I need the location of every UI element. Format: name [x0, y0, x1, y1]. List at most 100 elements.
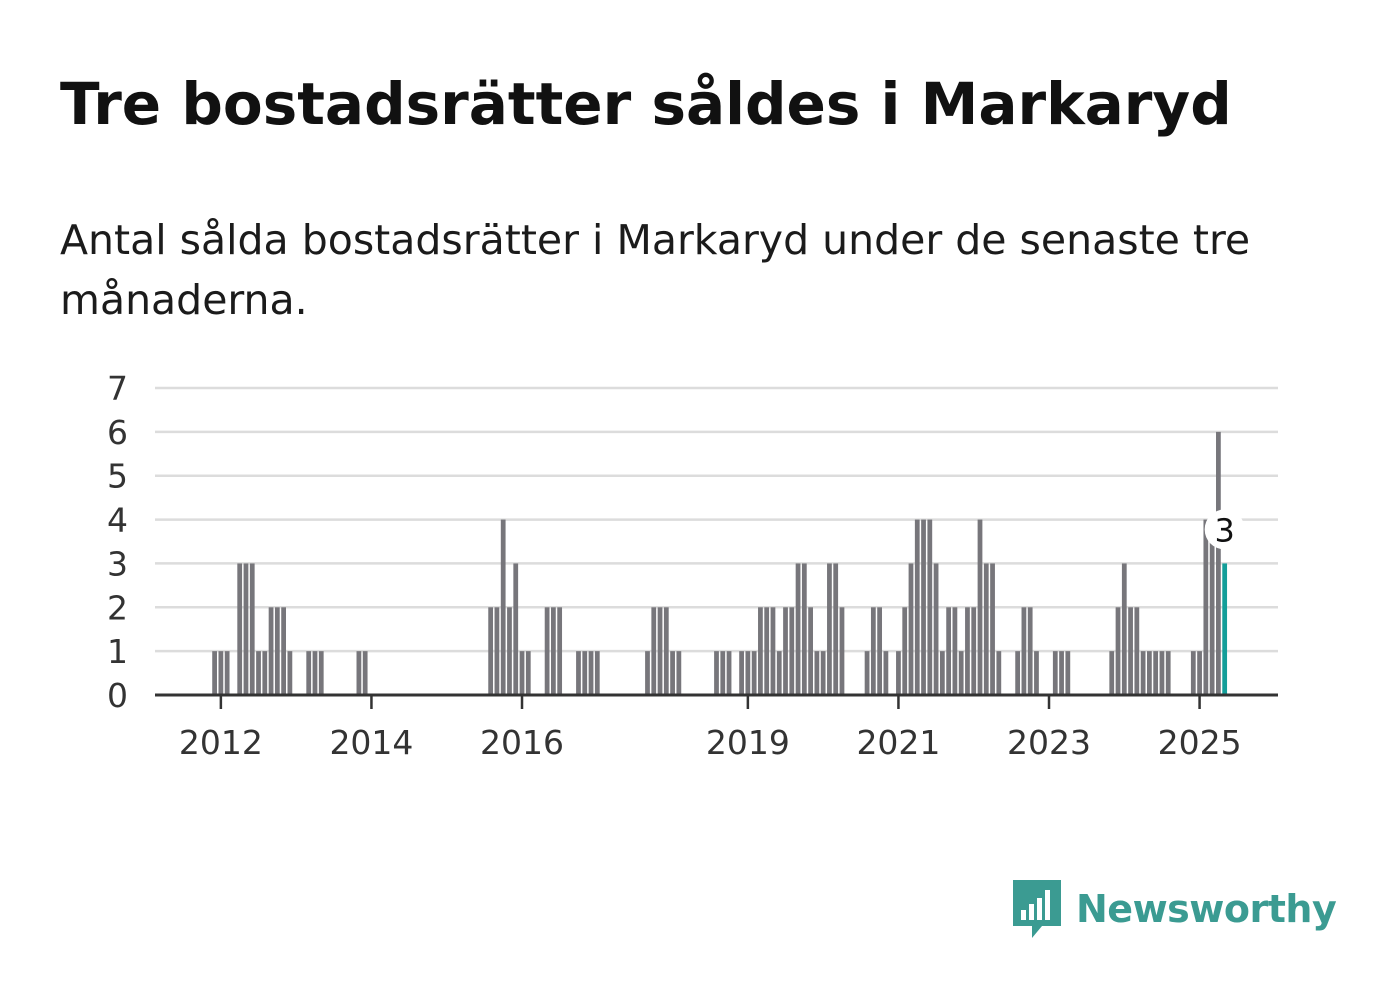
bar: [971, 607, 977, 695]
y-tick-label: 0: [107, 676, 128, 715]
bar: [1165, 651, 1171, 695]
bar: [789, 607, 795, 695]
bar: [268, 607, 274, 695]
newsworthy-brand: Newsworthy: [1010, 876, 1337, 942]
bar: [896, 651, 901, 695]
bar: [983, 563, 989, 695]
bar: [958, 651, 964, 695]
bar: [870, 607, 876, 695]
bar: [751, 651, 757, 695]
bar: [783, 607, 788, 695]
bar: [256, 651, 261, 695]
bar: [864, 651, 870, 695]
bar: [1128, 607, 1133, 695]
bar: [262, 651, 268, 695]
bar: [1203, 519, 1209, 695]
y-tick-label: 3: [107, 544, 128, 583]
bar: [507, 607, 512, 695]
bar: [651, 607, 657, 695]
bar: [827, 563, 832, 695]
chart-title: Tre bostadsrätter såldes i Markaryd: [60, 70, 1232, 138]
bar: [1197, 651, 1202, 695]
x-axis: [155, 693, 1278, 709]
x-tick-label: 2012: [179, 723, 263, 762]
bar-highlighted: [1222, 563, 1228, 695]
bar: [720, 651, 726, 695]
bar: [1216, 431, 1221, 695]
bar: [645, 651, 650, 695]
newsworthy-logo-icon: [1013, 880, 1061, 938]
bar: [306, 651, 312, 695]
bar: [820, 651, 826, 695]
bar: [588, 651, 594, 695]
highlight-value-label: 3: [1214, 511, 1234, 549]
bar: [714, 651, 719, 695]
bar: [1059, 651, 1064, 695]
bar: [1115, 607, 1121, 695]
bar: [1015, 651, 1021, 695]
bar: [914, 519, 920, 695]
bar: [212, 651, 217, 695]
y-tick-label: 5: [107, 457, 128, 496]
bar: [965, 607, 970, 695]
bar: [676, 651, 682, 695]
bar: [902, 607, 908, 695]
bar: [657, 607, 663, 695]
bar: [996, 651, 1002, 695]
bar: [488, 607, 494, 695]
bar: [1034, 651, 1039, 695]
bar: [582, 651, 588, 695]
gridlines: [155, 386, 1278, 653]
bar: [519, 651, 525, 695]
bar: [883, 651, 889, 695]
bar: [218, 651, 224, 695]
bars: [212, 431, 1228, 695]
bar: [921, 519, 926, 695]
bar: [1209, 519, 1215, 695]
y-tick-label: 6: [107, 413, 128, 452]
bar: [808, 607, 813, 695]
bar: [356, 651, 362, 695]
bar: [745, 651, 751, 695]
bar: [287, 651, 293, 695]
bar: [1109, 651, 1115, 695]
bar: [312, 651, 318, 695]
bar: [663, 607, 669, 695]
bar: [557, 607, 563, 695]
bar: [281, 607, 286, 695]
bar: [494, 607, 500, 695]
bar: [237, 563, 243, 695]
bar: [525, 651, 531, 695]
bar: [977, 519, 983, 695]
y-tick-label: 4: [107, 501, 128, 540]
y-tick-label: 2: [107, 588, 128, 627]
bar: [795, 563, 801, 695]
bar: [877, 607, 883, 695]
bar: [1153, 651, 1159, 695]
bar: [274, 607, 280, 695]
bar: [833, 563, 839, 695]
bar: [224, 651, 230, 695]
bar: [933, 563, 939, 695]
bar: [758, 607, 763, 695]
x-tick-label: 2023: [1007, 723, 1091, 762]
y-tick-label: 1: [107, 632, 128, 671]
y-tick-label: 7: [107, 369, 128, 408]
chart-subtitle: Antal sålda bostadsrätter i Markaryd und…: [60, 216, 1251, 324]
bar: [362, 651, 368, 695]
x-tick-label: 2014: [329, 723, 413, 762]
bar: [1140, 651, 1146, 695]
bar: [801, 563, 807, 695]
brand-name: Newsworthy: [1076, 887, 1337, 931]
bar: [550, 607, 556, 695]
bar: [814, 651, 820, 695]
bar: [243, 563, 249, 695]
bar-chart: 0 1 2 3 4 5 6 7 2012 2014 2016 2019 2021 2023 2025 3: [107, 369, 1278, 762]
bar: [776, 651, 782, 695]
x-tick-label: 2025: [1158, 723, 1242, 762]
bar: [952, 607, 958, 695]
bar: [726, 651, 732, 695]
bar: [908, 563, 914, 695]
bar: [1147, 651, 1152, 695]
x-axis-labels: 2012 2014 2016 2019 2021 2023 2025: [179, 723, 1242, 762]
